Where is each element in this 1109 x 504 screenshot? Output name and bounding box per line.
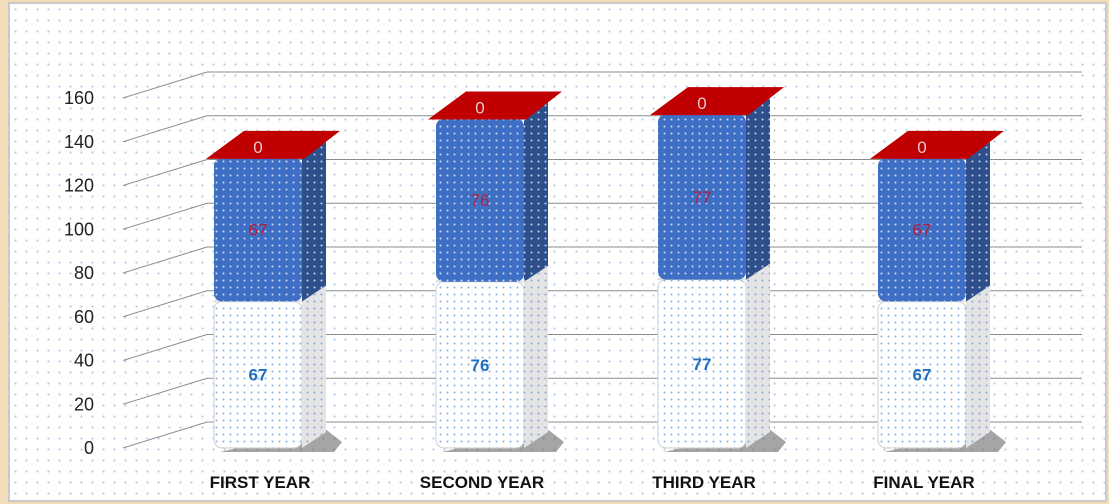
y-axis-ticks: 0 20 40 60 80 100 120 140 160 <box>64 88 94 458</box>
bar-segment-texture <box>878 301 966 448</box>
bar-group: 77 77 0 <box>650 87 786 452</box>
y-tick-label: 140 <box>64 132 94 152</box>
bar-segment-cap <box>650 87 784 116</box>
bar-segment-texture <box>658 279 746 448</box>
bar-segment-cap <box>428 91 562 120</box>
bar-segment-side-texture <box>302 285 326 448</box>
y-tick-label: 20 <box>74 394 94 414</box>
chart-frame: 0 20 40 60 80 100 120 140 160 67 67 0 76 76 0 77 77 0 67 6… <box>8 2 1107 502</box>
data-label: 0 <box>475 99 484 118</box>
data-label: 67 <box>913 366 932 385</box>
x-tick-label: FINAL YEAR <box>873 473 974 492</box>
y-tick-label: 0 <box>84 438 94 458</box>
bar-segment-side-texture <box>746 98 770 280</box>
gridline-diagonal <box>122 290 208 318</box>
data-label: 76 <box>471 191 490 210</box>
bar-segment-texture <box>658 114 746 280</box>
gridline-diagonal <box>122 246 208 274</box>
bar-segment-side-texture <box>524 102 548 282</box>
bar-segment-texture <box>436 118 524 282</box>
bar-segment-cap <box>206 130 340 159</box>
y-tick-label: 160 <box>64 88 94 108</box>
data-label: 67 <box>249 366 268 385</box>
bar-group: 76 76 0 <box>428 91 564 452</box>
gridline-diagonal <box>122 377 208 405</box>
bar-group: 67 67 0 <box>206 130 342 452</box>
x-tick-label: SECOND YEAR <box>420 473 544 492</box>
y-tick-label: 120 <box>64 176 94 196</box>
data-label: 77 <box>693 355 712 374</box>
gridline-diagonal <box>122 159 208 186</box>
gridline-diagonal <box>122 334 208 361</box>
y-tick-label: 60 <box>74 307 94 327</box>
data-label: 0 <box>697 94 706 113</box>
y-tick-label: 40 <box>74 351 94 371</box>
y-tick-label: 100 <box>64 219 94 239</box>
bar-segment-cap <box>870 130 1004 159</box>
bar-segment-texture <box>214 157 302 302</box>
x-axis-ticks: FIRST YEAR SECOND YEAR THIRD YEAR FINAL YEA… <box>210 473 975 492</box>
data-label: 0 <box>253 138 262 157</box>
gridline-diagonal <box>122 115 208 143</box>
data-label: 67 <box>913 221 932 240</box>
bar-segment-side-texture <box>524 265 548 448</box>
x-tick-label: THIRD YEAR <box>652 473 756 492</box>
data-label: 77 <box>693 188 712 207</box>
bar-segment-texture <box>436 281 524 448</box>
y-tick-label: 80 <box>74 263 94 283</box>
x-tick-label: FIRST YEAR <box>210 473 311 492</box>
bar-segment-side-texture <box>746 263 770 448</box>
bar-segment-side-texture <box>966 285 990 448</box>
bar-segment-texture <box>878 157 966 302</box>
data-label: 76 <box>471 356 490 375</box>
bar-segment-side-texture <box>302 141 326 302</box>
data-label: 67 <box>249 221 268 240</box>
bar-group: 67 67 0 <box>870 130 1006 452</box>
gridline-diagonal <box>122 202 208 230</box>
bar-segment-texture <box>214 301 302 448</box>
bar-segment-side-texture <box>966 141 990 302</box>
gridline-diagonal <box>122 71 208 99</box>
data-label: 0 <box>917 138 926 157</box>
bars: 67 67 0 76 76 0 77 77 0 67 67 0 <box>206 87 1006 452</box>
gridline-diagonal <box>122 421 208 449</box>
